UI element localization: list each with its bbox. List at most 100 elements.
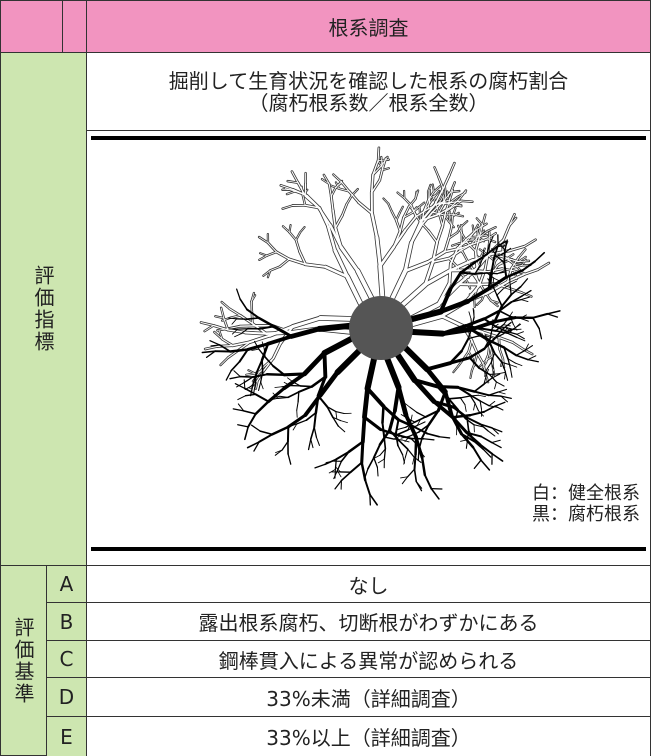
root bbox=[377, 458, 385, 464]
root bbox=[448, 257, 458, 268]
root bbox=[457, 408, 467, 420]
root bbox=[237, 395, 247, 401]
root bbox=[444, 185, 447, 195]
root bbox=[480, 459, 491, 471]
root bbox=[521, 259, 527, 266]
root bbox=[269, 266, 281, 271]
root bbox=[488, 400, 496, 407]
header-title: 根系調査 bbox=[86, 0, 651, 53]
root bbox=[275, 449, 283, 454]
root bbox=[381, 421, 386, 438]
root bbox=[382, 157, 387, 169]
root bbox=[453, 200, 462, 207]
root bbox=[467, 232, 475, 242]
root bbox=[441, 188, 444, 197]
root bbox=[459, 271, 477, 276]
root bbox=[357, 201, 373, 215]
root bbox=[459, 261, 477, 274]
root bbox=[324, 265, 349, 278]
root bbox=[334, 214, 343, 229]
root bbox=[474, 262, 479, 273]
root bbox=[436, 385, 451, 401]
root bbox=[284, 187, 296, 192]
grade: E bbox=[46, 716, 87, 756]
root bbox=[383, 448, 387, 460]
root bbox=[347, 440, 365, 454]
criteria-text: なし bbox=[86, 565, 651, 603]
root bbox=[461, 233, 468, 243]
root bbox=[504, 371, 509, 381]
root bbox=[403, 241, 413, 273]
root bbox=[524, 345, 534, 351]
root bbox=[287, 180, 299, 184]
root bbox=[229, 314, 241, 319]
root bbox=[332, 416, 339, 427]
root bbox=[519, 317, 529, 322]
root bbox=[259, 430, 274, 436]
root bbox=[509, 315, 514, 325]
root bbox=[457, 248, 464, 254]
root bbox=[492, 285, 498, 296]
root bbox=[503, 246, 507, 255]
root bbox=[474, 238, 488, 244]
root bbox=[442, 195, 445, 205]
root bbox=[450, 181, 456, 193]
root bbox=[487, 391, 499, 396]
root bbox=[427, 230, 438, 243]
trunk bbox=[349, 296, 413, 360]
root bbox=[507, 327, 516, 334]
root bbox=[413, 425, 429, 435]
root bbox=[516, 336, 526, 342]
root bbox=[483, 317, 497, 328]
root bbox=[498, 301, 513, 312]
root bbox=[317, 206, 332, 227]
root bbox=[493, 316, 517, 324]
root bbox=[272, 324, 293, 338]
root bbox=[280, 184, 294, 191]
root bbox=[438, 299, 471, 314]
root bbox=[474, 353, 478, 364]
root bbox=[495, 283, 511, 290]
root bbox=[479, 224, 484, 238]
root bbox=[257, 316, 276, 328]
root bbox=[438, 436, 451, 439]
root bbox=[373, 454, 381, 460]
root bbox=[239, 298, 248, 311]
root bbox=[531, 312, 549, 319]
root bbox=[299, 385, 313, 388]
root bbox=[482, 448, 492, 458]
root bbox=[503, 328, 512, 335]
root bbox=[407, 448, 415, 458]
root bbox=[321, 178, 330, 185]
root bbox=[445, 199, 451, 213]
root bbox=[501, 268, 515, 272]
root bbox=[474, 264, 481, 275]
root bbox=[345, 274, 365, 310]
root bbox=[516, 333, 525, 340]
root bbox=[339, 245, 360, 273]
root bbox=[507, 358, 516, 364]
root bbox=[465, 286, 491, 304]
root bbox=[419, 221, 430, 232]
root bbox=[496, 245, 506, 248]
root bbox=[504, 371, 506, 380]
root bbox=[521, 289, 532, 297]
root bbox=[237, 341, 251, 352]
root bbox=[493, 244, 499, 259]
root bbox=[287, 391, 300, 399]
root bbox=[279, 258, 290, 268]
root bbox=[427, 184, 431, 192]
root bbox=[399, 206, 404, 214]
root bbox=[381, 404, 385, 425]
root bbox=[355, 268, 376, 304]
root bbox=[435, 199, 442, 205]
root bbox=[372, 159, 379, 176]
root bbox=[468, 347, 486, 359]
root bbox=[246, 317, 260, 320]
root bbox=[432, 184, 435, 192]
root bbox=[511, 264, 523, 269]
root bbox=[291, 171, 299, 184]
root bbox=[487, 394, 502, 397]
root bbox=[467, 429, 473, 438]
root bbox=[490, 352, 496, 364]
